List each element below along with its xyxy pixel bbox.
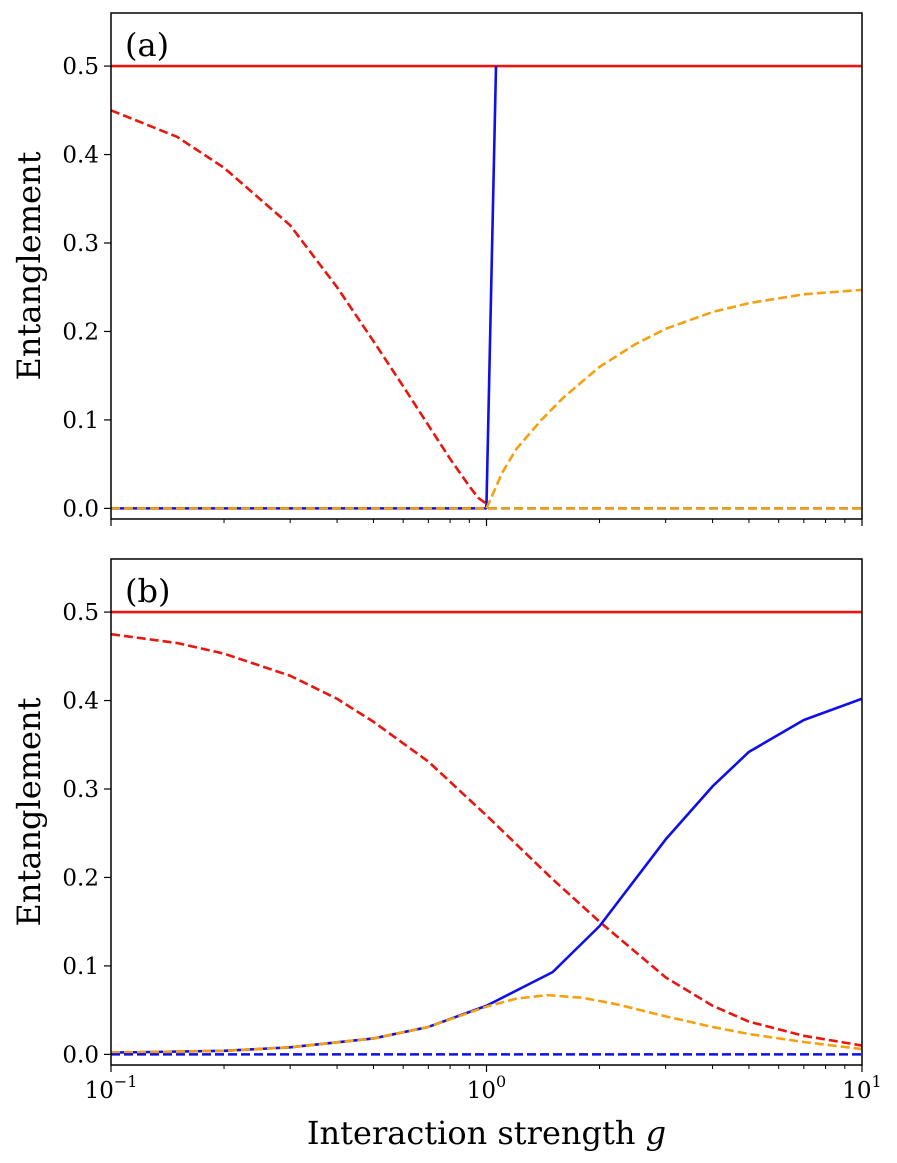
- x-tick-exponent: 0: [496, 1072, 506, 1091]
- y-tick-label: 0.1: [62, 408, 99, 434]
- plot-frame: [110, 12, 863, 520]
- x-axis-title: Interaction strength g: [307, 1114, 666, 1152]
- y-tick-label: 0.1: [62, 954, 99, 980]
- series-red-dashed: [111, 109, 488, 506]
- x-tick-exponent: 1: [872, 1072, 882, 1091]
- y-axis-title: Entanglement: [10, 697, 48, 926]
- x-tick-label: 101: [842, 1072, 881, 1104]
- series-group: [111, 64, 862, 510]
- panel-label: (b): [125, 572, 170, 610]
- y-tick-label: 0.5: [62, 54, 99, 80]
- y-tick-label: 0.5: [62, 600, 99, 626]
- y-tick-label: 0.0: [62, 496, 99, 522]
- plot-frame: [110, 558, 863, 1066]
- series-group: [111, 610, 862, 1056]
- series-blue-solid: [111, 66, 498, 510]
- series-red-dashed: [111, 632, 862, 1047]
- x-tick-label: 100: [467, 1072, 506, 1104]
- y-tick-label: 0.2: [62, 319, 99, 345]
- panel-a: 0.0 0.1 0.2 0.3 0.4 0.5 (a) Entanglement: [10, 12, 863, 526]
- x-tick-label: 10−1: [85, 1072, 138, 1104]
- x-tick-exponent: −1: [114, 1072, 138, 1091]
- y-tick-label: 0.4: [62, 689, 99, 715]
- series-orange-dashed: [485, 288, 862, 509]
- y-axis-title: Entanglement: [10, 151, 48, 380]
- y-tick-label: 0.3: [62, 231, 99, 257]
- y-tick-label: 0.4: [62, 143, 99, 169]
- panel-label: (a): [125, 26, 169, 64]
- y-tick-label: 0.0: [62, 1042, 99, 1068]
- panel-b: 0.00.10.20.30.40.510−1 100 101(b)Entanglem…: [10, 558, 882, 1152]
- y-tick-label: 0.2: [62, 865, 99, 891]
- series-blue-solid: [111, 697, 862, 1054]
- x-axis-variable: g: [646, 1114, 666, 1152]
- series-orange-dashed: [111, 993, 862, 1054]
- y-tick-label: 0.3: [62, 777, 99, 803]
